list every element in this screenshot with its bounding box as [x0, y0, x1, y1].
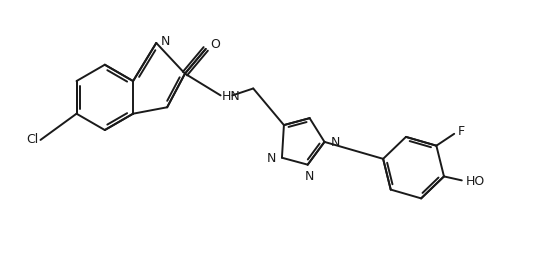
- Text: N: N: [161, 35, 171, 48]
- Text: HN: HN: [221, 90, 240, 103]
- Text: N: N: [267, 152, 276, 165]
- Text: HO: HO: [466, 175, 485, 188]
- Text: N: N: [305, 170, 314, 183]
- Text: F: F: [458, 125, 465, 138]
- Text: Cl: Cl: [26, 134, 39, 146]
- Text: O: O: [211, 38, 221, 51]
- Text: N: N: [331, 136, 340, 149]
